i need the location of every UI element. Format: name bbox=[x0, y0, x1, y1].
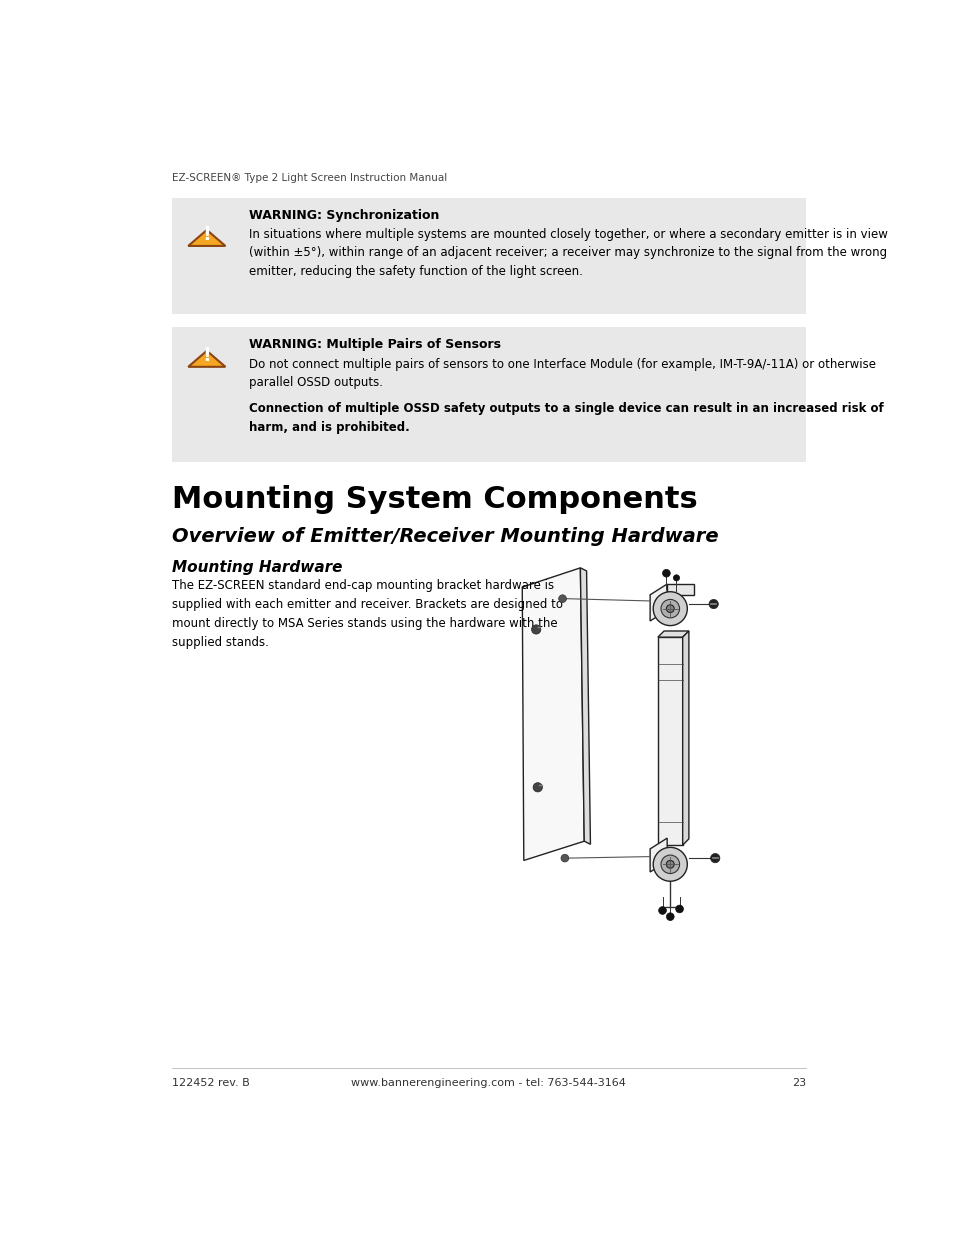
Polygon shape bbox=[666, 584, 693, 595]
Polygon shape bbox=[658, 637, 682, 845]
Circle shape bbox=[666, 861, 674, 868]
Circle shape bbox=[658, 906, 666, 914]
Polygon shape bbox=[188, 230, 225, 246]
FancyBboxPatch shape bbox=[172, 327, 805, 462]
Text: !: ! bbox=[202, 346, 211, 364]
Text: Mounting Hardware: Mounting Hardware bbox=[172, 561, 342, 576]
Circle shape bbox=[560, 855, 568, 862]
Text: Connection of multiple OSSD safety outputs to a single device can result in an i: Connection of multiple OSSD safety outpu… bbox=[249, 403, 883, 433]
Text: The EZ-SCREEN standard end-cap mounting bracket hardware is
supplied with each e: The EZ-SCREEN standard end-cap mounting … bbox=[172, 579, 562, 650]
Text: 122452 rev. B: 122452 rev. B bbox=[172, 1078, 250, 1088]
Polygon shape bbox=[579, 568, 590, 845]
Text: Overview of Emitter/Receiver Mounting Hardware: Overview of Emitter/Receiver Mounting Ha… bbox=[172, 527, 718, 546]
Circle shape bbox=[661, 569, 670, 577]
Polygon shape bbox=[649, 839, 666, 872]
Text: EZ-SCREEN® Type 2 Light Screen Instruction Manual: EZ-SCREEN® Type 2 Light Screen Instructi… bbox=[172, 173, 447, 183]
Polygon shape bbox=[188, 351, 225, 367]
Text: WARNING: Multiple Pairs of Sensors: WARNING: Multiple Pairs of Sensors bbox=[249, 337, 501, 351]
Circle shape bbox=[708, 599, 718, 609]
Circle shape bbox=[531, 625, 540, 634]
Text: 23: 23 bbox=[791, 1078, 805, 1088]
Circle shape bbox=[673, 574, 679, 580]
Text: www.bannerengineering.com - tel: 763-544-3164: www.bannerengineering.com - tel: 763-544… bbox=[351, 1078, 626, 1088]
FancyBboxPatch shape bbox=[172, 199, 805, 314]
Circle shape bbox=[653, 847, 686, 882]
Circle shape bbox=[660, 855, 679, 873]
Circle shape bbox=[653, 592, 686, 626]
Circle shape bbox=[660, 599, 679, 618]
Text: Do not connect multiple pairs of sensors to one Interface Module (for example, I: Do not connect multiple pairs of sensors… bbox=[249, 358, 876, 389]
Text: WARNING: Synchronization: WARNING: Synchronization bbox=[249, 209, 439, 222]
Polygon shape bbox=[682, 631, 688, 845]
Text: In situations where multiple systems are mounted closely together, or where a se: In situations where multiple systems are… bbox=[249, 227, 887, 278]
Circle shape bbox=[533, 783, 542, 792]
Circle shape bbox=[558, 595, 566, 603]
Text: Mounting System Components: Mounting System Components bbox=[172, 484, 697, 514]
Circle shape bbox=[666, 913, 674, 920]
Circle shape bbox=[675, 905, 682, 913]
Polygon shape bbox=[649, 584, 666, 621]
Polygon shape bbox=[658, 631, 688, 637]
Polygon shape bbox=[521, 568, 583, 861]
Text: !: ! bbox=[202, 225, 211, 243]
Circle shape bbox=[710, 853, 720, 863]
Circle shape bbox=[666, 605, 674, 613]
